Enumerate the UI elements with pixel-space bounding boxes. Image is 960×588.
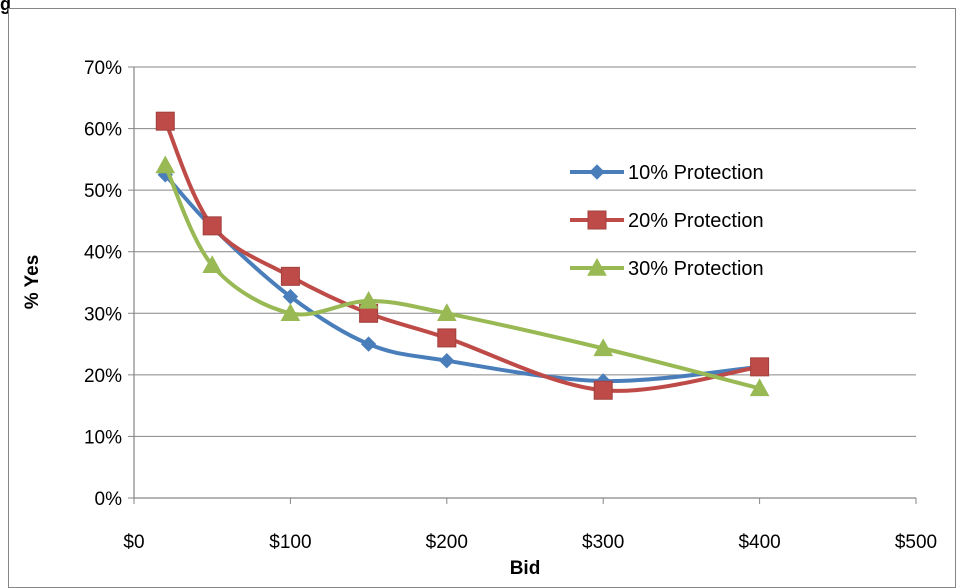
- data-point: [437, 328, 457, 348]
- data-point: [280, 266, 300, 286]
- data-point: [360, 336, 377, 352]
- data-point: [750, 357, 770, 377]
- legend-swatch-marker: [587, 257, 607, 276]
- y-tick-label: 20%: [84, 366, 122, 387]
- legend-swatch-marker: [589, 164, 605, 180]
- x-tick-label: $0: [123, 532, 144, 553]
- data-point: [749, 378, 770, 397]
- legend-entry: 20% Protection: [570, 210, 764, 232]
- data-point: [358, 290, 379, 309]
- legend-label: 30% Protection: [628, 258, 764, 280]
- figure-title-fragment: g: [0, 0, 11, 14]
- data-point: [593, 380, 613, 400]
- series-2: [155, 111, 770, 400]
- data-point: [155, 155, 176, 174]
- y-tick-label: 70%: [84, 58, 122, 79]
- data-point: [436, 303, 457, 321]
- x-tick-label: $100: [269, 532, 311, 553]
- y-tick-label: 40%: [84, 243, 122, 264]
- x-tick-label: $500: [895, 532, 937, 553]
- data-point: [155, 111, 175, 131]
- data-point: [439, 352, 455, 369]
- data-point: [202, 216, 222, 236]
- data-point: [593, 338, 614, 357]
- legend-entry: 10% Protection: [570, 162, 764, 184]
- series-3: [155, 155, 770, 397]
- legend-swatch-marker: [587, 210, 607, 230]
- x-tick-label: $200: [426, 532, 468, 553]
- legend-label: 10% Protection: [628, 162, 764, 184]
- legend-entry: 30% Protection: [570, 257, 764, 280]
- y-axis-title: % Yes: [22, 255, 43, 310]
- data-point: [280, 303, 301, 321]
- chart-frame: [8, 8, 956, 588]
- x-tick-label: $300: [582, 532, 624, 553]
- legend-label: 20% Protection: [628, 210, 764, 232]
- data-point: [202, 255, 223, 273]
- y-tick-label: 10%: [84, 427, 122, 448]
- y-tick-label: 50%: [84, 181, 122, 202]
- y-tick-label: 0%: [95, 489, 123, 510]
- x-axis-title: Bid: [510, 558, 541, 579]
- y-tick-label: 60%: [84, 120, 122, 141]
- x-tick-label: $400: [738, 532, 780, 553]
- y-tick-label: 30%: [84, 304, 122, 325]
